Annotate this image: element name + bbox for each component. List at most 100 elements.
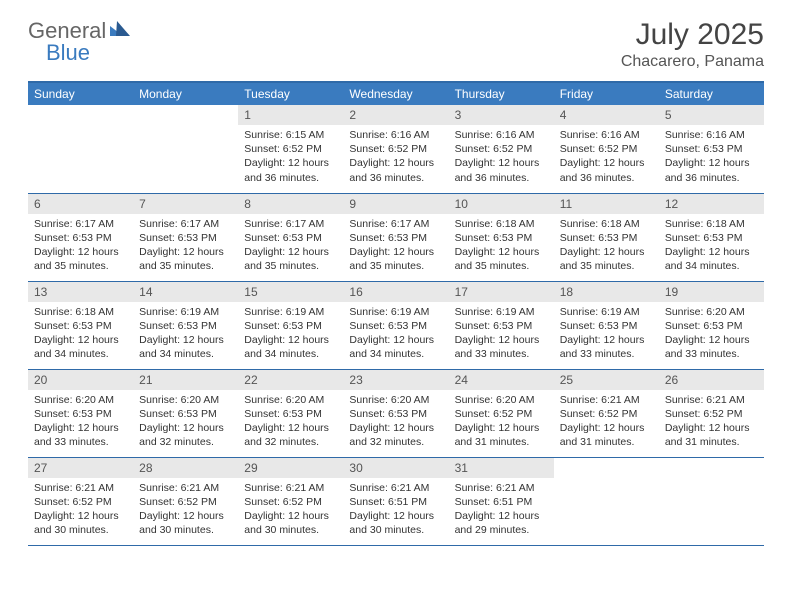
- sunset-text: Sunset: 6:53 PM: [244, 319, 337, 333]
- sunset-text: Sunset: 6:53 PM: [665, 231, 758, 245]
- sunrise-text: Sunrise: 6:20 AM: [244, 393, 337, 407]
- day-cell: 24Sunrise: 6:20 AMSunset: 6:52 PMDayligh…: [449, 369, 554, 457]
- daylight-text: Daylight: 12 hours and 33 minutes.: [34, 421, 127, 449]
- day-number: 30: [343, 458, 448, 478]
- col-sunday: Sunday: [28, 82, 133, 105]
- day-number: 25: [554, 370, 659, 390]
- day-cell: 5Sunrise: 6:16 AMSunset: 6:53 PMDaylight…: [659, 105, 764, 193]
- day-details: Sunrise: 6:16 AMSunset: 6:53 PMDaylight:…: [659, 125, 764, 191]
- sunset-text: Sunset: 6:52 PM: [244, 495, 337, 509]
- day-cell: [133, 105, 238, 193]
- sunrise-text: Sunrise: 6:19 AM: [139, 305, 232, 319]
- day-cell: 12Sunrise: 6:18 AMSunset: 6:53 PMDayligh…: [659, 193, 764, 281]
- day-cell: 27Sunrise: 6:21 AMSunset: 6:52 PMDayligh…: [28, 457, 133, 545]
- day-details: Sunrise: 6:21 AMSunset: 6:52 PMDaylight:…: [133, 478, 238, 544]
- sunset-text: Sunset: 6:51 PM: [349, 495, 442, 509]
- sunrise-text: Sunrise: 6:19 AM: [244, 305, 337, 319]
- daylight-text: Daylight: 12 hours and 34 minutes.: [244, 333, 337, 361]
- day-cell: [659, 457, 764, 545]
- day-number: 2: [343, 105, 448, 125]
- day-number: 22: [238, 370, 343, 390]
- day-cell: [554, 457, 659, 545]
- day-cell: 19Sunrise: 6:20 AMSunset: 6:53 PMDayligh…: [659, 281, 764, 369]
- day-details: Sunrise: 6:20 AMSunset: 6:53 PMDaylight:…: [28, 390, 133, 456]
- sunrise-text: Sunrise: 6:21 AM: [244, 481, 337, 495]
- sunrise-text: Sunrise: 6:21 AM: [34, 481, 127, 495]
- day-cell: 9Sunrise: 6:17 AMSunset: 6:53 PMDaylight…: [343, 193, 448, 281]
- sunrise-text: Sunrise: 6:16 AM: [455, 128, 548, 142]
- day-cell: 17Sunrise: 6:19 AMSunset: 6:53 PMDayligh…: [449, 281, 554, 369]
- title-block: July 2025 Chacarero, Panama: [621, 18, 764, 71]
- col-thursday: Thursday: [449, 82, 554, 105]
- daylight-text: Daylight: 12 hours and 30 minutes.: [244, 509, 337, 537]
- daylight-text: Daylight: 12 hours and 35 minutes.: [34, 245, 127, 273]
- sunset-text: Sunset: 6:53 PM: [139, 319, 232, 333]
- day-details: Sunrise: 6:21 AMSunset: 6:52 PMDaylight:…: [238, 478, 343, 544]
- sunrise-text: Sunrise: 6:19 AM: [349, 305, 442, 319]
- day-details: Sunrise: 6:19 AMSunset: 6:53 PMDaylight:…: [238, 302, 343, 368]
- daylight-text: Daylight: 12 hours and 29 minutes.: [455, 509, 548, 537]
- sunset-text: Sunset: 6:53 PM: [560, 319, 653, 333]
- day-details: Sunrise: 6:18 AMSunset: 6:53 PMDaylight:…: [659, 214, 764, 280]
- day-number: 10: [449, 194, 554, 214]
- sunset-text: Sunset: 6:53 PM: [455, 231, 548, 245]
- day-details: Sunrise: 6:21 AMSunset: 6:51 PMDaylight:…: [449, 478, 554, 544]
- daylight-text: Daylight: 12 hours and 36 minutes.: [244, 156, 337, 184]
- day-cell: [28, 105, 133, 193]
- sunrise-text: Sunrise: 6:18 AM: [455, 217, 548, 231]
- day-details: Sunrise: 6:20 AMSunset: 6:52 PMDaylight:…: [449, 390, 554, 456]
- day-number: 27: [28, 458, 133, 478]
- day-details: Sunrise: 6:21 AMSunset: 6:52 PMDaylight:…: [554, 390, 659, 456]
- col-saturday: Saturday: [659, 82, 764, 105]
- sunset-text: Sunset: 6:52 PM: [139, 495, 232, 509]
- daylight-text: Daylight: 12 hours and 36 minutes.: [560, 156, 653, 184]
- col-monday: Monday: [133, 82, 238, 105]
- day-details: Sunrise: 6:16 AMSunset: 6:52 PMDaylight:…: [343, 125, 448, 191]
- sunrise-text: Sunrise: 6:18 AM: [560, 217, 653, 231]
- page-title: July 2025: [621, 18, 764, 51]
- day-number: 1: [238, 105, 343, 125]
- sunrise-text: Sunrise: 6:18 AM: [665, 217, 758, 231]
- daylight-text: Daylight: 12 hours and 35 minutes.: [349, 245, 442, 273]
- daylight-text: Daylight: 12 hours and 32 minutes.: [139, 421, 232, 449]
- sunrise-text: Sunrise: 6:16 AM: [349, 128, 442, 142]
- day-details: Sunrise: 6:17 AMSunset: 6:53 PMDaylight:…: [28, 214, 133, 280]
- sunset-text: Sunset: 6:53 PM: [455, 319, 548, 333]
- sunrise-text: Sunrise: 6:21 AM: [560, 393, 653, 407]
- day-number: 6: [28, 194, 133, 214]
- day-details: Sunrise: 6:21 AMSunset: 6:51 PMDaylight:…: [343, 478, 448, 544]
- day-cell: 13Sunrise: 6:18 AMSunset: 6:53 PMDayligh…: [28, 281, 133, 369]
- daylight-text: Daylight: 12 hours and 34 minutes.: [665, 245, 758, 273]
- day-details: Sunrise: 6:18 AMSunset: 6:53 PMDaylight:…: [28, 302, 133, 368]
- day-cell: 29Sunrise: 6:21 AMSunset: 6:52 PMDayligh…: [238, 457, 343, 545]
- day-number: 17: [449, 282, 554, 302]
- day-cell: 25Sunrise: 6:21 AMSunset: 6:52 PMDayligh…: [554, 369, 659, 457]
- day-details: Sunrise: 6:21 AMSunset: 6:52 PMDaylight:…: [659, 390, 764, 456]
- day-cell: 11Sunrise: 6:18 AMSunset: 6:53 PMDayligh…: [554, 193, 659, 281]
- day-number: 9: [343, 194, 448, 214]
- daylight-text: Daylight: 12 hours and 36 minutes.: [349, 156, 442, 184]
- calendar-table: Sunday Monday Tuesday Wednesday Thursday…: [28, 81, 764, 546]
- day-number: 4: [554, 105, 659, 125]
- day-details: Sunrise: 6:20 AMSunset: 6:53 PMDaylight:…: [659, 302, 764, 368]
- sunrise-text: Sunrise: 6:20 AM: [349, 393, 442, 407]
- sunrise-text: Sunrise: 6:19 AM: [560, 305, 653, 319]
- sunrise-text: Sunrise: 6:17 AM: [139, 217, 232, 231]
- sunset-text: Sunset: 6:53 PM: [244, 231, 337, 245]
- day-number: 31: [449, 458, 554, 478]
- day-cell: 4Sunrise: 6:16 AMSunset: 6:52 PMDaylight…: [554, 105, 659, 193]
- daylight-text: Daylight: 12 hours and 30 minutes.: [139, 509, 232, 537]
- sunset-text: Sunset: 6:53 PM: [34, 319, 127, 333]
- daylight-text: Daylight: 12 hours and 36 minutes.: [455, 156, 548, 184]
- day-details: Sunrise: 6:21 AMSunset: 6:52 PMDaylight:…: [28, 478, 133, 544]
- sunrise-text: Sunrise: 6:17 AM: [349, 217, 442, 231]
- day-cell: 2Sunrise: 6:16 AMSunset: 6:52 PMDaylight…: [343, 105, 448, 193]
- sunset-text: Sunset: 6:52 PM: [560, 142, 653, 156]
- day-number: 13: [28, 282, 133, 302]
- day-details: Sunrise: 6:19 AMSunset: 6:53 PMDaylight:…: [554, 302, 659, 368]
- week-row: 1Sunrise: 6:15 AMSunset: 6:52 PMDaylight…: [28, 105, 764, 193]
- col-friday: Friday: [554, 82, 659, 105]
- logo-flag-icon: [110, 21, 130, 42]
- sunrise-text: Sunrise: 6:16 AM: [665, 128, 758, 142]
- day-details: Sunrise: 6:16 AMSunset: 6:52 PMDaylight:…: [449, 125, 554, 191]
